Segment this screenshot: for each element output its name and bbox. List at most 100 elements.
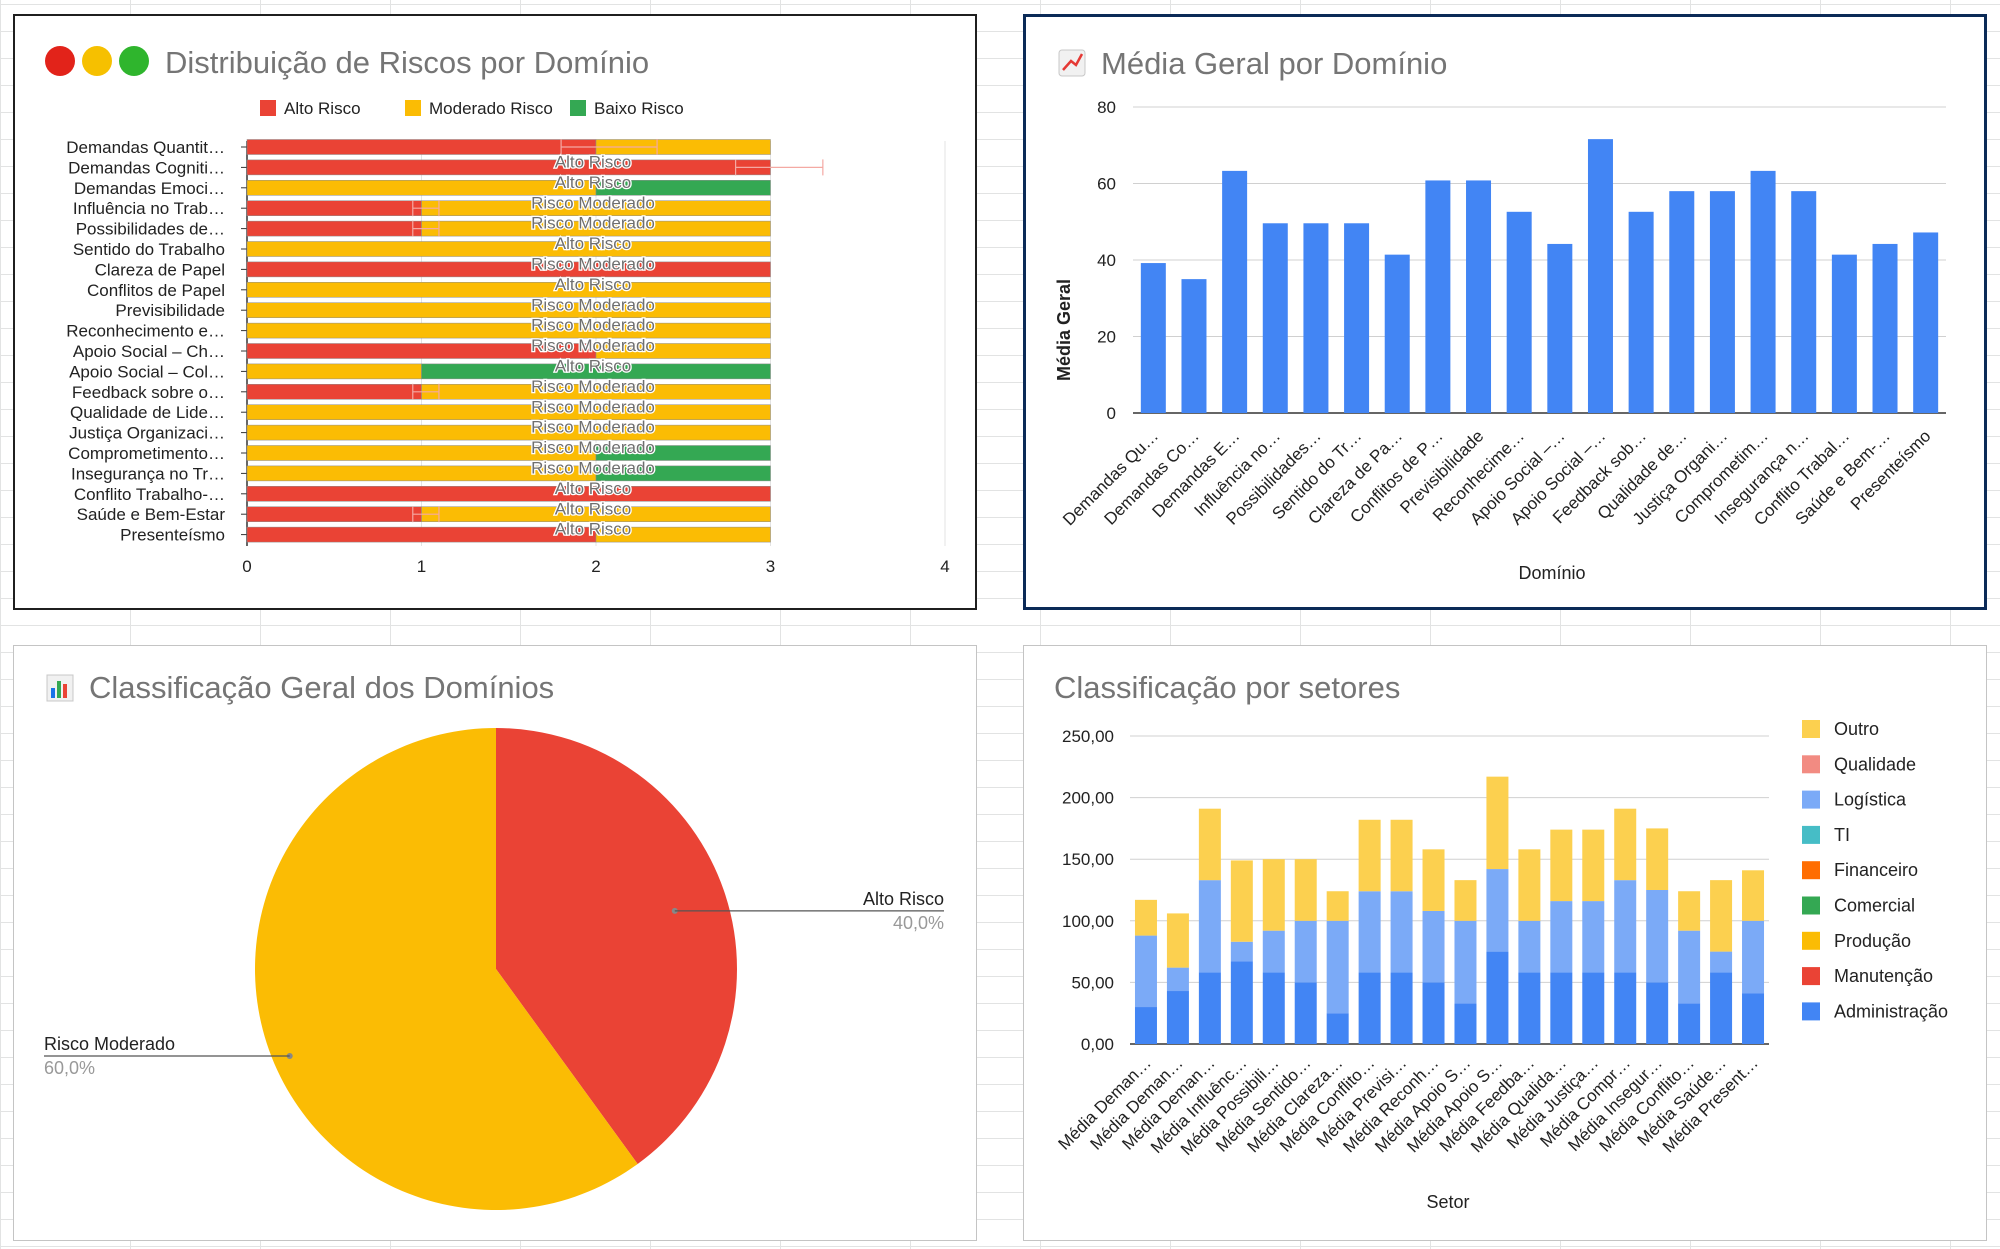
data-label: Risco Moderado bbox=[531, 418, 655, 437]
bar-segment bbox=[1614, 808, 1637, 881]
data-label: Alto Risco bbox=[555, 275, 632, 294]
bar bbox=[1547, 243, 1573, 413]
bar-segment bbox=[246, 302, 771, 318]
legend-label: Qualidade bbox=[1834, 754, 1916, 774]
y-tick-label: Apoio Social – Ch… bbox=[73, 342, 225, 361]
bar-segment bbox=[246, 241, 771, 257]
data-label: Risco Moderado bbox=[531, 377, 655, 396]
bar bbox=[1750, 170, 1776, 413]
bar-segment bbox=[1230, 941, 1253, 962]
bar-segment bbox=[1326, 1013, 1349, 1044]
classificacao-geral-chart[interactable]: Classificação Geral dos Domínios Alto Ri… bbox=[13, 645, 977, 1241]
pie-area: Alto Risco 40,0% Risco Moderado 60,0% bbox=[44, 728, 944, 1210]
bar-segment bbox=[1294, 920, 1317, 983]
bar-segment bbox=[595, 180, 771, 196]
y-tick-label: Insegurança no Tr… bbox=[71, 464, 225, 483]
bar-segment bbox=[1678, 930, 1701, 1004]
bar-segment bbox=[1678, 1003, 1701, 1044]
bar bbox=[1140, 263, 1166, 413]
bar-segment bbox=[1166, 913, 1189, 968]
bar-segment bbox=[595, 343, 771, 359]
bar-segment bbox=[246, 220, 422, 237]
y-tick-label: Reconhecimento e… bbox=[66, 322, 225, 341]
media-geral-svg: Média Geral por Domínio Média Geral Domí… bbox=[1054, 46, 1946, 583]
legend-label: Comercial bbox=[1834, 896, 1915, 916]
bar-segment bbox=[1262, 859, 1285, 931]
x-axis-label: Domínio bbox=[1518, 563, 1585, 583]
y-tick-label: 200,00 bbox=[1062, 789, 1114, 808]
legend-label: Produção bbox=[1834, 931, 1911, 951]
legend-swatch bbox=[1802, 755, 1820, 774]
chart-legend: Outro Qualidade Logística TI Financeiro Comer… bbox=[1802, 719, 1948, 1021]
bar-segment bbox=[1582, 972, 1605, 1044]
bar-segment bbox=[1262, 972, 1285, 1044]
bar-segment bbox=[1710, 880, 1733, 952]
slice-label: Alto Risco bbox=[863, 889, 944, 909]
risk-distribution-svg: Distribuição de Riscos por Domínio Alto … bbox=[45, 45, 950, 576]
data-label: Alto Risco bbox=[555, 357, 632, 376]
y-tick-label: 50,00 bbox=[1071, 973, 1114, 992]
y-tick-label: Demandas Emoci… bbox=[74, 179, 225, 198]
bar-segment bbox=[246, 139, 597, 155]
bar-segment bbox=[1198, 880, 1221, 973]
bar-segment bbox=[1358, 819, 1381, 892]
bar bbox=[1831, 254, 1857, 413]
bar-segment bbox=[1294, 859, 1317, 921]
y-tick-label: 100,00 bbox=[1062, 912, 1114, 931]
bar-segment bbox=[1166, 967, 1189, 992]
bar-segment bbox=[1614, 972, 1637, 1044]
red-circle-icon bbox=[45, 46, 75, 76]
bar-segment bbox=[1422, 849, 1445, 911]
bar-segment bbox=[1230, 860, 1253, 942]
bar-segment bbox=[1422, 982, 1445, 1044]
y-axis-label: Média Geral bbox=[1054, 279, 1074, 381]
bar bbox=[1344, 223, 1370, 413]
legend-swatch bbox=[1802, 825, 1820, 844]
y-tick-label: 20 bbox=[1097, 328, 1116, 347]
bar bbox=[1791, 191, 1817, 413]
classificacao-geral-svg: Classificação Geral dos Domínios Alto Ri… bbox=[44, 670, 944, 1210]
risk-distribution-chart[interactable]: Distribuição de Riscos por Domínio Alto … bbox=[13, 14, 977, 610]
bar-segment bbox=[1646, 982, 1669, 1044]
legend-swatch bbox=[1802, 790, 1820, 809]
bar-segment bbox=[246, 322, 771, 339]
data-label: Alto Risco bbox=[555, 173, 632, 192]
data-label: Alto Risco bbox=[555, 153, 632, 172]
bar-segment bbox=[1710, 951, 1733, 973]
data-label: Alto Risco bbox=[555, 499, 632, 518]
y-tick-label: Possibilidades de… bbox=[76, 220, 225, 239]
bar-segment bbox=[1710, 972, 1733, 1044]
bar bbox=[1913, 232, 1939, 413]
data-label: Risco Moderado bbox=[531, 193, 655, 212]
bar-segment bbox=[246, 200, 422, 216]
bar-segment bbox=[1550, 829, 1573, 902]
bar bbox=[1466, 180, 1492, 413]
bar-segment bbox=[246, 404, 771, 420]
bar-segment bbox=[1742, 870, 1765, 921]
data-label: Risco Moderado bbox=[531, 214, 655, 233]
y-tick-label: Comprometimento… bbox=[68, 444, 225, 463]
bar-segment bbox=[1550, 972, 1573, 1044]
legend-swatch bbox=[1802, 861, 1820, 880]
y-tick-label: Conflitos de Papel bbox=[87, 281, 225, 300]
legend-swatch bbox=[1802, 896, 1820, 915]
data-label: Risco Moderado bbox=[531, 255, 655, 274]
y-tick-label: Sentido do Trabalho bbox=[73, 240, 225, 259]
bar bbox=[1506, 211, 1532, 413]
bar-segment bbox=[1198, 808, 1221, 881]
data-label: Risco Moderado bbox=[531, 295, 655, 314]
bar-segment bbox=[1582, 829, 1605, 902]
bar-segment bbox=[1390, 819, 1413, 892]
bar bbox=[1628, 211, 1654, 413]
y-tick-label: Demandas Cogniti… bbox=[68, 158, 225, 177]
data-label: Risco Moderado bbox=[531, 438, 655, 457]
setores-chart[interactable]: Classificação por setores Setor Outro Qua… bbox=[1023, 645, 1987, 1241]
bar-segment bbox=[1518, 849, 1541, 921]
bar-segment bbox=[1166, 991, 1189, 1044]
green-circle-icon bbox=[119, 46, 149, 76]
y-tick-label: Clareza de Papel bbox=[95, 260, 225, 279]
bar-segment bbox=[246, 384, 422, 400]
plot-area: 0 1 2 3 4 Demandas Quantit…Demandas Cogniti… D… bbox=[66, 138, 950, 576]
media-geral-chart[interactable]: Média Geral por Domínio Média Geral Domí… bbox=[1023, 14, 1987, 610]
y-tick-label: 60 bbox=[1097, 175, 1116, 194]
